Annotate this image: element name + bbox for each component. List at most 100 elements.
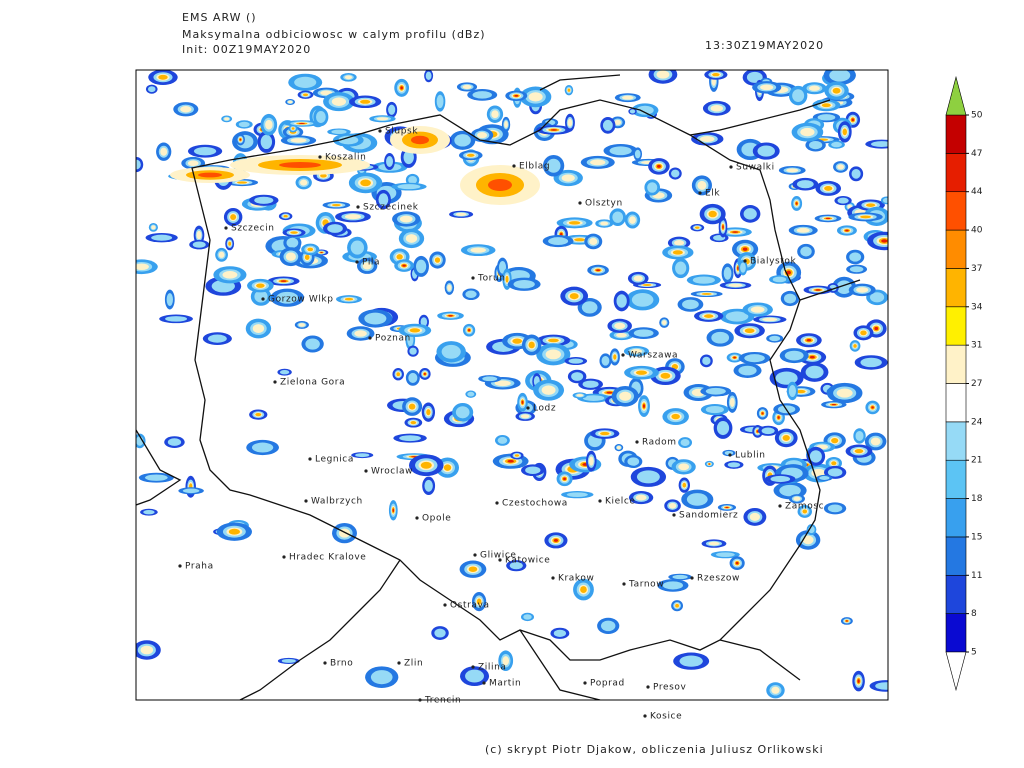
- echo: [621, 95, 634, 100]
- echo: [465, 290, 477, 299]
- echo: [860, 215, 872, 219]
- echo: [786, 168, 799, 173]
- echo: [410, 421, 417, 425]
- echo: [675, 261, 687, 275]
- echo: [881, 239, 888, 243]
- city-label: Czestochowa: [502, 499, 568, 509]
- city-marker: [743, 259, 747, 263]
- echo: [831, 437, 839, 444]
- city-label: Zielona Gora: [280, 378, 345, 388]
- echo: [700, 135, 715, 142]
- echo: [545, 349, 561, 360]
- echo: [704, 314, 714, 318]
- echo: [281, 658, 296, 663]
- echo: [733, 356, 737, 359]
- echo: [612, 211, 624, 223]
- city-marker: [443, 603, 447, 607]
- echo: [737, 266, 739, 271]
- echo: [331, 97, 347, 106]
- city-marker: [598, 499, 602, 503]
- echo: [619, 391, 632, 401]
- colorbar-above: [945, 75, 967, 116]
- echo: [788, 384, 796, 398]
- colorbar-segment: [945, 498, 967, 538]
- city-marker: [364, 469, 368, 473]
- echo: [875, 682, 888, 690]
- echo: [294, 76, 317, 88]
- echo: [678, 463, 690, 471]
- echo: [386, 155, 393, 167]
- city-marker: [698, 191, 702, 195]
- echo: [671, 169, 680, 178]
- echo: [711, 331, 730, 344]
- echo: [783, 293, 797, 304]
- echo: [874, 326, 879, 331]
- echo: [831, 461, 837, 466]
- echo: [455, 212, 467, 216]
- city-label: Sandomierz: [679, 511, 738, 521]
- echo: [851, 118, 855, 122]
- city-label: Katowice: [505, 556, 550, 566]
- echo: [616, 332, 627, 338]
- colorbar-label: 47: [971, 149, 982, 159]
- city-label: Opole: [422, 514, 451, 524]
- echo: [634, 149, 641, 159]
- echo: [491, 110, 499, 119]
- echo: [411, 135, 429, 145]
- city-label: Pila: [362, 258, 380, 268]
- echo: [408, 176, 417, 184]
- echo: [378, 193, 389, 207]
- echo: [403, 150, 414, 165]
- city-label: Gorzow Wlkp: [268, 295, 334, 305]
- colorbar-segment: [945, 383, 967, 423]
- echo: [494, 380, 511, 387]
- echo: [771, 686, 780, 694]
- echo: [222, 270, 238, 279]
- city-label: Gliwice: [480, 551, 517, 561]
- echo: [423, 372, 426, 376]
- city-marker: [635, 440, 639, 444]
- echo: [509, 562, 523, 570]
- echo: [470, 247, 486, 253]
- echo: [705, 387, 726, 395]
- colorbar-label: 24: [971, 417, 983, 427]
- echo: [396, 254, 403, 260]
- echo: [307, 247, 314, 252]
- echo: [514, 94, 519, 97]
- echo: [784, 350, 804, 361]
- city-marker: [690, 576, 694, 580]
- echo: [254, 196, 274, 204]
- city-label: Suwalki: [736, 163, 775, 173]
- echo: [448, 315, 453, 317]
- colorbar-segment: [945, 229, 967, 269]
- echo: [476, 598, 482, 605]
- echo: [793, 496, 801, 501]
- echo: [504, 121, 508, 128]
- echo: [255, 412, 262, 417]
- city-marker: [282, 555, 286, 559]
- echo: [488, 179, 512, 191]
- echo: [360, 99, 371, 104]
- colorbar-segment: [945, 536, 967, 576]
- echo: [580, 586, 587, 594]
- echo: [425, 71, 432, 80]
- echo: [722, 225, 724, 229]
- city-marker: [273, 380, 277, 384]
- city-label: Radom: [642, 438, 677, 448]
- city-marker: [551, 576, 555, 580]
- echo: [546, 158, 561, 173]
- credits: (c) skrypt Piotr Djakow, obliczenia Juli…: [485, 743, 824, 756]
- echo: [560, 232, 563, 236]
- echo: [158, 74, 168, 80]
- echo: [743, 208, 757, 220]
- city-marker: [378, 129, 382, 133]
- echo: [805, 365, 824, 379]
- city-label: Bialystok: [750, 257, 797, 267]
- echo: [331, 129, 347, 134]
- colorbar-label: 50: [971, 111, 983, 121]
- echo: [291, 127, 295, 130]
- echo: [276, 291, 299, 304]
- echo: [761, 427, 775, 435]
- product-title: Maksymalna odbiciowosc w calym profilu (…: [182, 28, 486, 41]
- echo: [193, 147, 217, 156]
